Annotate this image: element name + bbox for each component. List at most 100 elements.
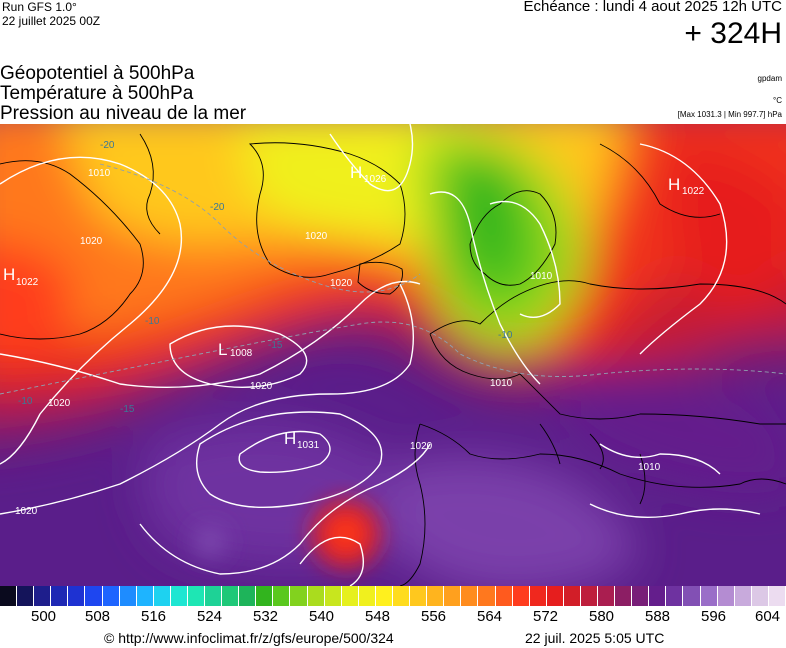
color-swatch bbox=[427, 586, 444, 606]
color-swatch bbox=[205, 586, 222, 606]
unit-geopotential: gpdam bbox=[757, 74, 782, 83]
color-swatch bbox=[768, 586, 785, 606]
color-swatch bbox=[478, 586, 495, 606]
run-title: Run GFS 1.0° bbox=[2, 0, 77, 14]
isobar-label: 1020 bbox=[250, 381, 273, 392]
color-swatch bbox=[222, 586, 239, 606]
generation-time: 22 juil. 2025 5:05 UTC bbox=[525, 630, 665, 646]
isobar-label: 1020 bbox=[48, 398, 71, 409]
isobar-label: 1020 bbox=[410, 441, 433, 452]
isobar-label: 1020 bbox=[15, 506, 38, 517]
layer-label-geopotential: Géopotentiel à 500hPa bbox=[0, 63, 195, 84]
color-swatch bbox=[563, 586, 580, 606]
isobar-label: 1010 bbox=[530, 271, 553, 282]
low-pressure-center: L 1008 bbox=[218, 340, 253, 359]
forecast-horizon: + 324H bbox=[684, 17, 782, 50]
color-swatch bbox=[598, 586, 615, 606]
scale-label: 524 bbox=[197, 608, 223, 625]
pressure-centers: H 1026 H 1022 H 1022 L 1008 H 1031 bbox=[3, 163, 705, 451]
color-swatch bbox=[410, 586, 427, 606]
coastlines bbox=[0, 133, 786, 586]
source-url: © http://www.infoclimat.fr/z/gfs/europe/… bbox=[104, 630, 394, 646]
svg-text:H: H bbox=[350, 163, 362, 182]
unit-temperature: °C bbox=[773, 96, 782, 105]
color-swatch bbox=[461, 586, 478, 606]
isotherm-label: -10 bbox=[145, 316, 160, 327]
isotherm-label: -20 bbox=[100, 140, 115, 151]
scale-label: 572 bbox=[533, 608, 559, 625]
svg-text:1022: 1022 bbox=[16, 277, 39, 288]
isotherm-label: -15 bbox=[268, 340, 283, 351]
isobar-label: 1020 bbox=[305, 231, 328, 242]
isotherm-label: -15 bbox=[120, 404, 135, 415]
color-swatch bbox=[187, 586, 205, 606]
scale-label: 540 bbox=[309, 608, 335, 625]
color-swatch bbox=[358, 586, 375, 606]
scale-label: 580 bbox=[589, 608, 615, 625]
color-swatch bbox=[495, 586, 512, 606]
svg-text:1031: 1031 bbox=[297, 440, 320, 451]
svg-text:H: H bbox=[3, 265, 15, 284]
high-pressure-center: H 1022 bbox=[3, 265, 39, 288]
color-swatch bbox=[546, 586, 563, 606]
run-date: 22 juillet 2025 00Z bbox=[2, 14, 101, 28]
svg-text:1022: 1022 bbox=[682, 186, 705, 197]
scale-label: 564 bbox=[477, 608, 503, 625]
color-swatch bbox=[34, 586, 51, 606]
color-scale-labels: 500 508 516 524 532 540 548 556 564 572 … bbox=[0, 608, 786, 628]
isotherm-labels: -20 -20 -10 -15 -10 -15 -10 bbox=[18, 140, 513, 415]
isobar-label: 1020 bbox=[80, 236, 103, 247]
color-swatch bbox=[615, 586, 632, 606]
isobars bbox=[0, 124, 761, 586]
isotherm-label: -10 bbox=[18, 396, 33, 407]
color-swatch bbox=[580, 586, 598, 606]
color-swatch bbox=[256, 586, 273, 606]
color-swatch bbox=[700, 586, 717, 606]
color-swatch bbox=[512, 586, 529, 606]
scale-label: 516 bbox=[141, 608, 167, 625]
scale-label: 604 bbox=[755, 608, 781, 625]
color-swatch bbox=[444, 586, 461, 606]
isotherm-label: -20 bbox=[210, 202, 225, 213]
color-swatch bbox=[51, 586, 68, 606]
color-swatch bbox=[102, 586, 119, 606]
temperature-field bbox=[0, 124, 786, 586]
color-swatch bbox=[307, 586, 324, 606]
isobar-label: 1010 bbox=[490, 378, 513, 389]
pressure-range: [Max 1031.3 | Min 997.7] hPa bbox=[677, 110, 782, 119]
isobar-labels: 1010 1020 1020 1020 1020 1020 1020 1020 … bbox=[15, 168, 661, 517]
scale-label: 500 bbox=[31, 608, 57, 625]
color-swatch bbox=[136, 586, 153, 606]
color-swatch bbox=[153, 586, 170, 606]
color-swatch bbox=[239, 586, 256, 606]
high-pressure-center: H 1026 bbox=[350, 163, 387, 185]
color-swatch bbox=[68, 586, 85, 606]
color-swatch bbox=[666, 586, 683, 606]
layer-label-pressure: Pression au niveau de la mer bbox=[0, 103, 247, 124]
color-swatch bbox=[324, 586, 341, 606]
layer-label-temperature: Température à 500hPa bbox=[0, 83, 194, 104]
color-scale-bar bbox=[0, 586, 786, 606]
color-swatch bbox=[119, 586, 136, 606]
scale-label: 556 bbox=[421, 608, 447, 625]
scale-label: 548 bbox=[365, 608, 391, 625]
color-swatch bbox=[375, 586, 392, 606]
color-swatch bbox=[290, 586, 307, 606]
forecast-valid-time: Echéance : lundi 4 aout 2025 12h UTC bbox=[523, 0, 782, 15]
isobar-label: 1020 bbox=[330, 278, 353, 289]
color-swatch bbox=[341, 586, 358, 606]
color-swatch bbox=[85, 586, 102, 606]
svg-text:1026: 1026 bbox=[364, 174, 387, 185]
color-swatch bbox=[0, 586, 17, 606]
svg-text:H: H bbox=[668, 175, 680, 194]
color-swatch bbox=[717, 586, 734, 606]
svg-text:H: H bbox=[284, 429, 296, 448]
isobar-label: 1010 bbox=[638, 462, 661, 473]
scale-label: 596 bbox=[701, 608, 727, 625]
isotherm-label: -10 bbox=[498, 330, 513, 341]
weather-map: 1010 1020 1020 1020 1020 1020 1020 1020 … bbox=[0, 124, 786, 586]
high-pressure-center: H 1031 bbox=[284, 429, 320, 451]
high-pressure-center: H 1022 bbox=[668, 175, 705, 197]
color-swatch bbox=[683, 586, 700, 606]
scale-label: 508 bbox=[85, 608, 111, 625]
